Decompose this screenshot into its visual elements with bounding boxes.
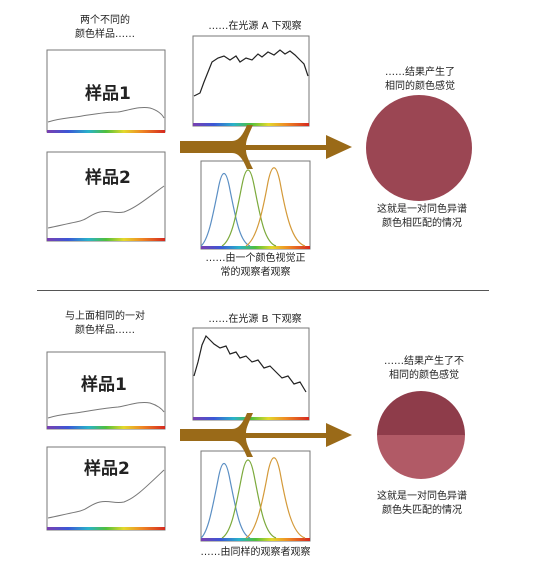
top-illuminant-caption: ……在光源 A 下观察 <box>208 21 302 32</box>
bottom-sample1-label: 样品1 <box>81 375 127 395</box>
bottom-arrow <box>180 413 352 457</box>
bottom-conclusion-text: 这就是一对同色异谱 颜色失匹配的情况 <box>377 491 467 516</box>
bottom-intro-text: 与上面相同的一对 颜色样品…… <box>65 311 145 336</box>
bottom-result-caption: ……结果产生了不 相同的颜色感觉 <box>384 356 464 381</box>
bottom-sample2-label: 样品2 <box>84 459 130 479</box>
section-divider <box>37 290 489 291</box>
top-sample2-chart <box>46 151 166 242</box>
top-observer-caption: ……由一个颜色视觉正 常的观察者观察 <box>205 253 306 278</box>
top-intro-text: 两个不同的 颜色样品…… <box>75 15 135 40</box>
top-sample1-label: 样品1 <box>85 84 131 104</box>
top-result-caption: ……结果产生了 相同的颜色感觉 <box>385 67 455 92</box>
top-observer-chart <box>200 160 311 250</box>
bottom-illuminant-caption: ……在光源 B 下观察 <box>208 314 302 325</box>
bottom-result-circle <box>377 391 465 479</box>
top-illuminant-chart <box>192 35 310 127</box>
bottom-observer-chart <box>200 450 311 542</box>
bottom-sample1-chart <box>46 351 166 430</box>
top-sample1-chart <box>46 49 166 133</box>
bottom-sample2-chart <box>46 446 166 531</box>
top-conclusion-text: 这就是一对同色异谱 颜色相匹配的情况 <box>377 204 467 229</box>
bottom-illuminant-chart <box>192 327 310 421</box>
top-arrow <box>180 125 352 169</box>
bottom-observer-caption: ……由同样的观察者观察 <box>200 547 311 558</box>
top-sample2-label: 样品2 <box>85 168 131 188</box>
top-result-circle <box>366 95 472 201</box>
